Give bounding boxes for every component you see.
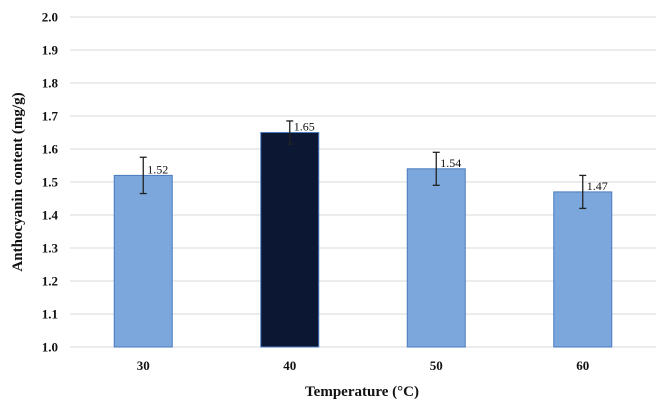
data-label-50: 1.54: [440, 156, 461, 170]
error-bar-30: [139, 156, 147, 195]
y-tick-label: 1.2: [42, 274, 58, 289]
y-tick-label: 1.9: [42, 43, 59, 58]
x-tick-labels: 30 40 50 60: [137, 358, 590, 373]
bar-60: [553, 191, 613, 348]
y-tick-label: 1.4: [42, 208, 59, 223]
y-tick-label: 1.6: [42, 142, 59, 157]
y-tick-label: 1.7: [42, 109, 59, 124]
x-axis-title: Temperature (°C): [305, 384, 419, 400]
x-tick-label-40: 40: [283, 358, 296, 373]
data-label-40: 1.65: [294, 120, 315, 134]
bar-30: [113, 174, 173, 348]
y-tick-label: 1.5: [42, 175, 59, 190]
x-tick-label-50: 50: [430, 358, 443, 373]
y-tick-label: 1.1: [42, 307, 58, 322]
y-tick-label: 2.0: [42, 10, 58, 25]
y-tick-label: 1.3: [42, 241, 59, 256]
error-bar-40: [286, 120, 294, 145]
error-bar-60: [579, 174, 587, 210]
y-tick-labels: 1.0 1.1 1.2 1.3 1.4 1.5 1.6 1.7 1.8 1.9 2.0: [42, 10, 59, 355]
bar-50: [406, 168, 466, 348]
x-tick-label-60: 60: [576, 358, 589, 373]
error-bars: [139, 120, 587, 210]
y-tick-label: 1.8: [42, 76, 59, 91]
data-label-60: 1.47: [587, 179, 608, 193]
data-label-30: 1.52: [147, 162, 168, 176]
y-axis-title: Anthocyanin content (mg/g): [10, 92, 26, 271]
bars: [113, 132, 613, 348]
data-labels: 1.52 1.65 1.54 1.47: [147, 120, 608, 193]
error-bar-50: [432, 151, 440, 186]
x-tick-label-30: 30: [137, 358, 150, 373]
y-tick-label: 1.0: [42, 340, 58, 355]
bar-40: [260, 132, 320, 348]
